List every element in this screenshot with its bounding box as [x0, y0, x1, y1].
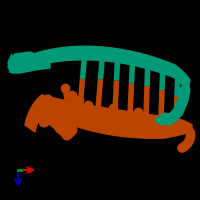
Polygon shape — [18, 46, 190, 92]
Polygon shape — [8, 54, 12, 73]
Polygon shape — [8, 52, 50, 73]
Polygon shape — [38, 95, 192, 138]
Polygon shape — [25, 95, 50, 132]
